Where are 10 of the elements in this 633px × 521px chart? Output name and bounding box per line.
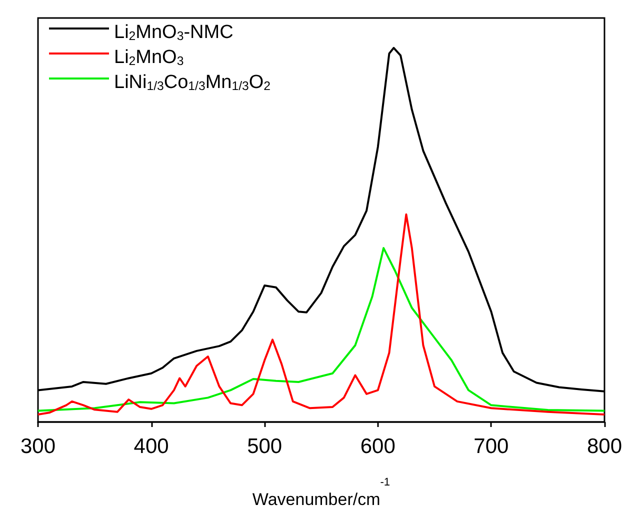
x-tick-label: 700 [474,435,509,458]
x-axis-title: Wavenumber/cm-1 [252,476,390,509]
legend-label: Li2MnO3 [114,47,184,68]
x-tick-label: 400 [134,435,169,458]
legend-label: LiNi1/3Co1/3Mn1/3O2 [114,72,271,93]
x-tick-label: 300 [20,435,56,458]
x-tick-label: 600 [360,435,396,458]
x-tick-label: 800 [586,435,622,458]
x-tick-label: 500 [247,435,282,458]
legend-label: Li2MnO3-NMC [114,22,234,43]
